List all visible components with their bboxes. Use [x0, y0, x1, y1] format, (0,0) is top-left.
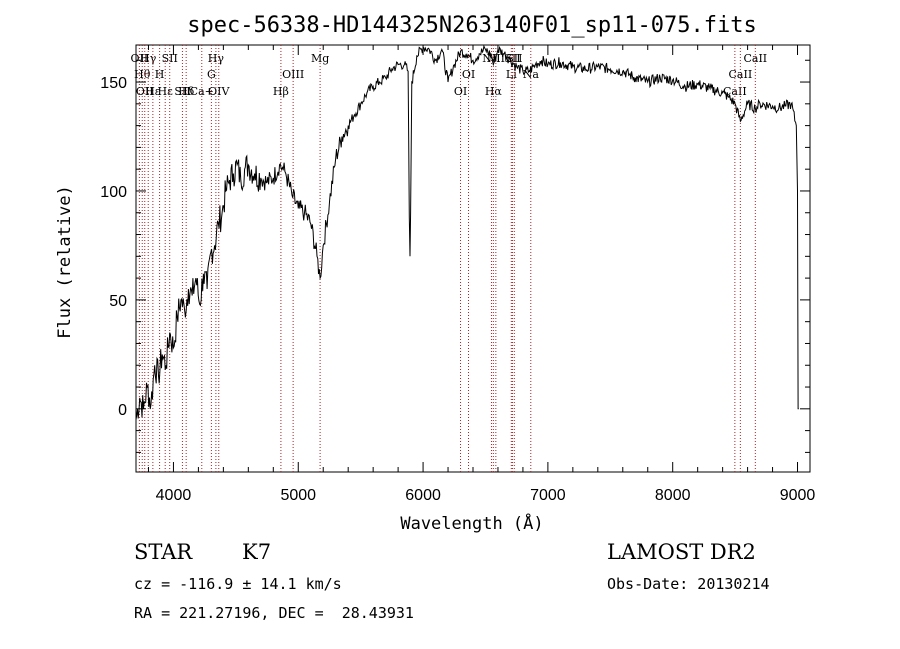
y-axis-ticks: 0 50 100 150	[100, 59, 810, 453]
line-marker-label: Li	[506, 68, 517, 81]
line-marker-label: OI	[462, 68, 475, 81]
object-class: STAR	[134, 540, 193, 564]
line-marker-label: Ca+	[190, 85, 214, 98]
line-marker-label: OI	[454, 85, 467, 98]
spectrum-line	[135, 44, 799, 420]
chart-title: spec-56338-HD144325N263140F01_sp11-075.f…	[187, 13, 757, 38]
y-tick-label: 150	[100, 75, 127, 92]
x-tick-label: 8000	[655, 487, 691, 504]
line-marker-label: OII	[131, 52, 149, 65]
x-tick-label: 4000	[156, 487, 192, 504]
line-marker-label: SII	[506, 52, 522, 65]
x-tick-label: 6000	[405, 487, 441, 504]
x-axis-ticks: 4000 5000 6000 7000 8000 9000	[147, 45, 816, 504]
x-tick-label: 5000	[280, 487, 316, 504]
line-marker-label: OII	[136, 85, 154, 98]
x-tick-label: 7000	[530, 487, 566, 504]
line-marker-label: Hβ	[273, 85, 289, 98]
x-tick-label: 9000	[780, 487, 816, 504]
plot-frame	[135, 44, 811, 473]
line-marker-label: Hδ	[178, 85, 195, 98]
line-marker-label: OIII	[282, 68, 304, 81]
y-tick-label: 100	[100, 184, 127, 201]
y-tick-label: 50	[109, 293, 127, 310]
line-marker-label: Hα	[485, 85, 503, 98]
line-marker-label: Mg	[311, 52, 329, 65]
survey-name: LAMOST DR2	[607, 540, 756, 564]
line-marker-label: OIV	[208, 85, 230, 98]
line-marker-label: Hε	[158, 85, 174, 98]
line-marker-label: CaII	[743, 52, 767, 65]
line-marker-label: SII	[162, 52, 178, 65]
y-tick-label: 0	[118, 402, 127, 419]
line-marker-label: Hγ	[140, 52, 157, 65]
coordinates: RA = 221.27196, DEC = 28.43931	[134, 604, 414, 622]
line-marker-label: Hγ	[208, 52, 225, 65]
line-marker-label: Na	[523, 68, 540, 81]
object-subclass: K7	[242, 540, 272, 564]
observation-date: Obs-Date: 20130214	[607, 575, 770, 593]
line-marker-label: H	[155, 68, 165, 81]
x-axis-label: Wavelength (Å)	[400, 512, 543, 534]
line-marker-label: G	[207, 68, 216, 81]
y-axis-label: Flux (relative)	[55, 185, 75, 339]
redshift-velocity: cz = -116.9 ± 14.1 km/s	[134, 575, 342, 593]
line-marker-label: CaII	[723, 85, 747, 98]
line-marker-label: SII	[174, 85, 190, 98]
line-marker-label: CaII	[729, 68, 753, 81]
line-marker-label: Hθ	[134, 68, 151, 81]
line-marker-label: Hε	[145, 85, 161, 98]
